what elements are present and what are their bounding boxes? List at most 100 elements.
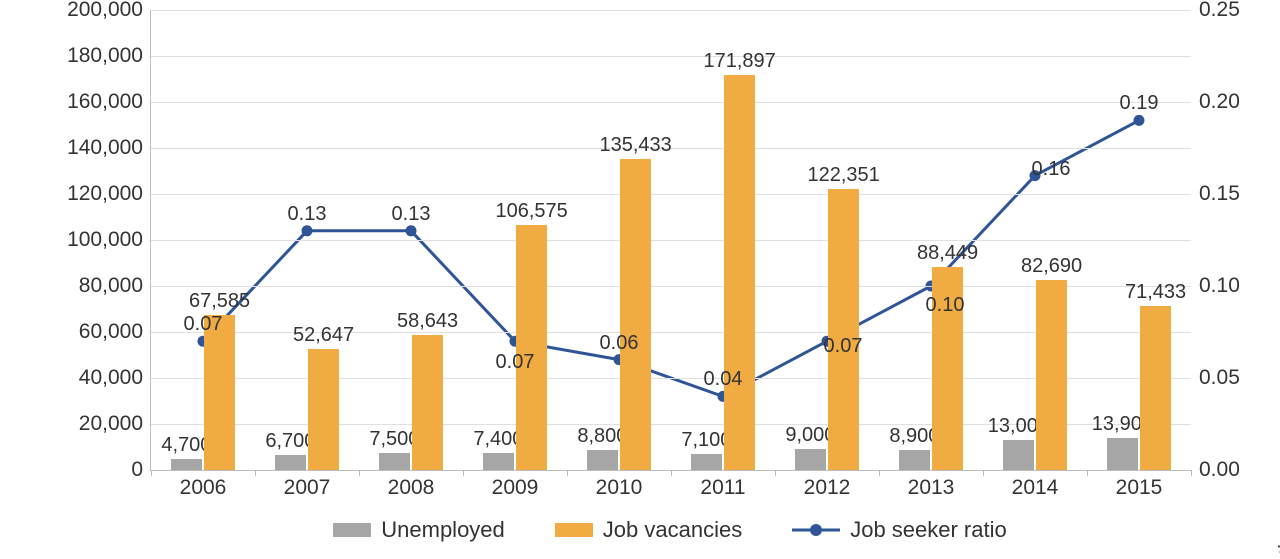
bar-unemployed — [899, 450, 930, 470]
bar-vacancies — [308, 349, 339, 470]
bar-group: 7,400106,575 — [463, 10, 567, 470]
y-left-tick-label: 160,000 — [67, 90, 151, 114]
bar-label-vacancies: 71,433 — [1125, 281, 1186, 304]
bar-vacancies — [1036, 280, 1067, 470]
y-left-tick-label: 100,000 — [67, 228, 151, 252]
line-point-label: 0.07 — [496, 351, 535, 374]
legend-label: Job vacancies — [603, 517, 742, 543]
bar-label-vacancies: 58,643 — [397, 310, 458, 333]
y-left-tick-label: 40,000 — [79, 366, 151, 390]
x-tick-label: 2007 — [284, 470, 331, 500]
x-tick-mark — [879, 470, 880, 476]
x-tick-mark — [255, 470, 256, 476]
y-left-tick-label: 140,000 — [67, 136, 151, 160]
legend-swatch-orange — [555, 523, 593, 537]
bar-unemployed — [1107, 438, 1138, 470]
y-right-tick-label: 0.05 — [1191, 366, 1240, 390]
y-left-tick-label: 180,000 — [67, 44, 151, 68]
x-tick-mark — [1191, 470, 1192, 476]
bar-label-vacancies: 52,647 — [293, 324, 354, 347]
legend: Unemployed Job vacancies Job seeker rati… — [150, 510, 1190, 550]
bar-unemployed — [691, 454, 722, 470]
line-point-label: 0.13 — [288, 203, 327, 226]
y-right-tick-label: 0.25 — [1191, 0, 1240, 22]
bar-group: 9,000122,351 — [775, 10, 879, 470]
bar-label-vacancies: 67,585 — [189, 290, 250, 313]
bar-group: 8,800135,433 — [567, 10, 671, 470]
bar-label-vacancies: 88,449 — [917, 242, 978, 265]
x-tick-mark — [151, 470, 152, 476]
bar-unemployed — [795, 449, 826, 470]
y-right-tick-label: 0.10 — [1191, 274, 1240, 298]
bar-label-vacancies: 135,433 — [599, 134, 671, 157]
legend-item-unemployed: Unemployed — [333, 517, 505, 543]
x-tick-mark — [983, 470, 984, 476]
line-point-label: 0.07 — [184, 313, 223, 336]
x-tick-mark — [567, 470, 568, 476]
bar-label-vacancies: 82,690 — [1021, 255, 1082, 278]
plot-area: 020,00040,00060,00080,000100,000120,0001… — [150, 10, 1191, 471]
x-tick-label: 2014 — [1012, 470, 1059, 500]
bar-group: 13,00082,690 — [983, 10, 1087, 470]
y-right-tick-label: 0.15 — [1191, 182, 1240, 206]
y-right-tick-label: 0.00 — [1191, 458, 1240, 482]
y-right-tick-label: 0.20 — [1191, 90, 1240, 114]
bar-unemployed — [171, 459, 202, 470]
x-tick-mark — [671, 470, 672, 476]
y-left-tick-label: 200,000 — [67, 0, 151, 22]
x-tick-mark — [359, 470, 360, 476]
bar-vacancies — [204, 315, 235, 470]
bar-unemployed — [379, 453, 410, 470]
x-tick-mark — [1087, 470, 1088, 476]
bar-label-vacancies: 171,897 — [703, 50, 775, 73]
legend-label: Job seeker ratio — [850, 517, 1007, 543]
y-left-tick-label: 60,000 — [79, 320, 151, 344]
bar-group: 7,100171,897 — [671, 10, 775, 470]
x-tick-label: 2010 — [596, 470, 643, 500]
bar-unemployed — [275, 455, 306, 470]
chart-container: Number of job placements andjob vacancie… — [0, 0, 1280, 559]
bar-vacancies — [516, 225, 547, 470]
legend-label: Unemployed — [381, 517, 505, 543]
line-point-label: 0.04 — [704, 368, 743, 391]
bar-vacancies — [620, 159, 651, 470]
x-tick-label: 2006 — [180, 470, 227, 500]
y-left-tick-label: 20,000 — [79, 412, 151, 436]
x-tick-label: 2015 — [1116, 470, 1163, 500]
line-point-label: 0.19 — [1120, 92, 1159, 115]
x-tick-label: 2013 — [908, 470, 955, 500]
y-left-tick-label: 0 — [131, 458, 151, 482]
bar-vacancies — [412, 335, 443, 470]
bar-vacancies — [1140, 306, 1171, 470]
bar-unemployed — [1003, 440, 1034, 470]
bar-label-vacancies: 122,351 — [807, 164, 879, 187]
y-left-tick-label: 120,000 — [67, 182, 151, 206]
bar-unemployed — [483, 453, 514, 470]
x-tick-label: 2012 — [804, 470, 851, 500]
bar-vacancies — [724, 75, 755, 470]
line-point-label: 0.06 — [600, 332, 639, 355]
bar-group: 7,50058,643 — [359, 10, 463, 470]
bar-unemployed — [587, 450, 618, 470]
y-axis-left-label: Number of job placements andjob vacancie… — [6, 0, 59, 50]
legend-item-vacancies: Job vacancies — [555, 517, 742, 543]
x-tick-label: 2011 — [700, 470, 745, 500]
x-tick-label: 2009 — [492, 470, 539, 500]
bar-group: 4,70067,585 — [151, 10, 255, 470]
bar-group: 13,90071,433 — [1087, 10, 1191, 470]
y-axis-right-label: Job seeker ratio — [1274, 420, 1280, 559]
x-tick-label: 2008 — [388, 470, 435, 500]
legend-line-icon — [792, 523, 840, 537]
line-point-label: 0.16 — [1032, 158, 1071, 181]
legend-swatch-grey — [333, 523, 371, 537]
x-tick-mark — [775, 470, 776, 476]
x-tick-mark — [463, 470, 464, 476]
legend-item-ratio: Job seeker ratio — [792, 517, 1007, 543]
line-point-label: 0.13 — [392, 203, 431, 226]
bar-group: 8,90088,449 — [879, 10, 983, 470]
y-left-tick-label: 80,000 — [79, 274, 151, 298]
line-point-label: 0.10 — [926, 294, 965, 317]
bar-label-vacancies: 106,575 — [495, 200, 567, 223]
line-point-label: 0.07 — [824, 335, 863, 358]
bar-group: 6,70052,647 — [255, 10, 359, 470]
